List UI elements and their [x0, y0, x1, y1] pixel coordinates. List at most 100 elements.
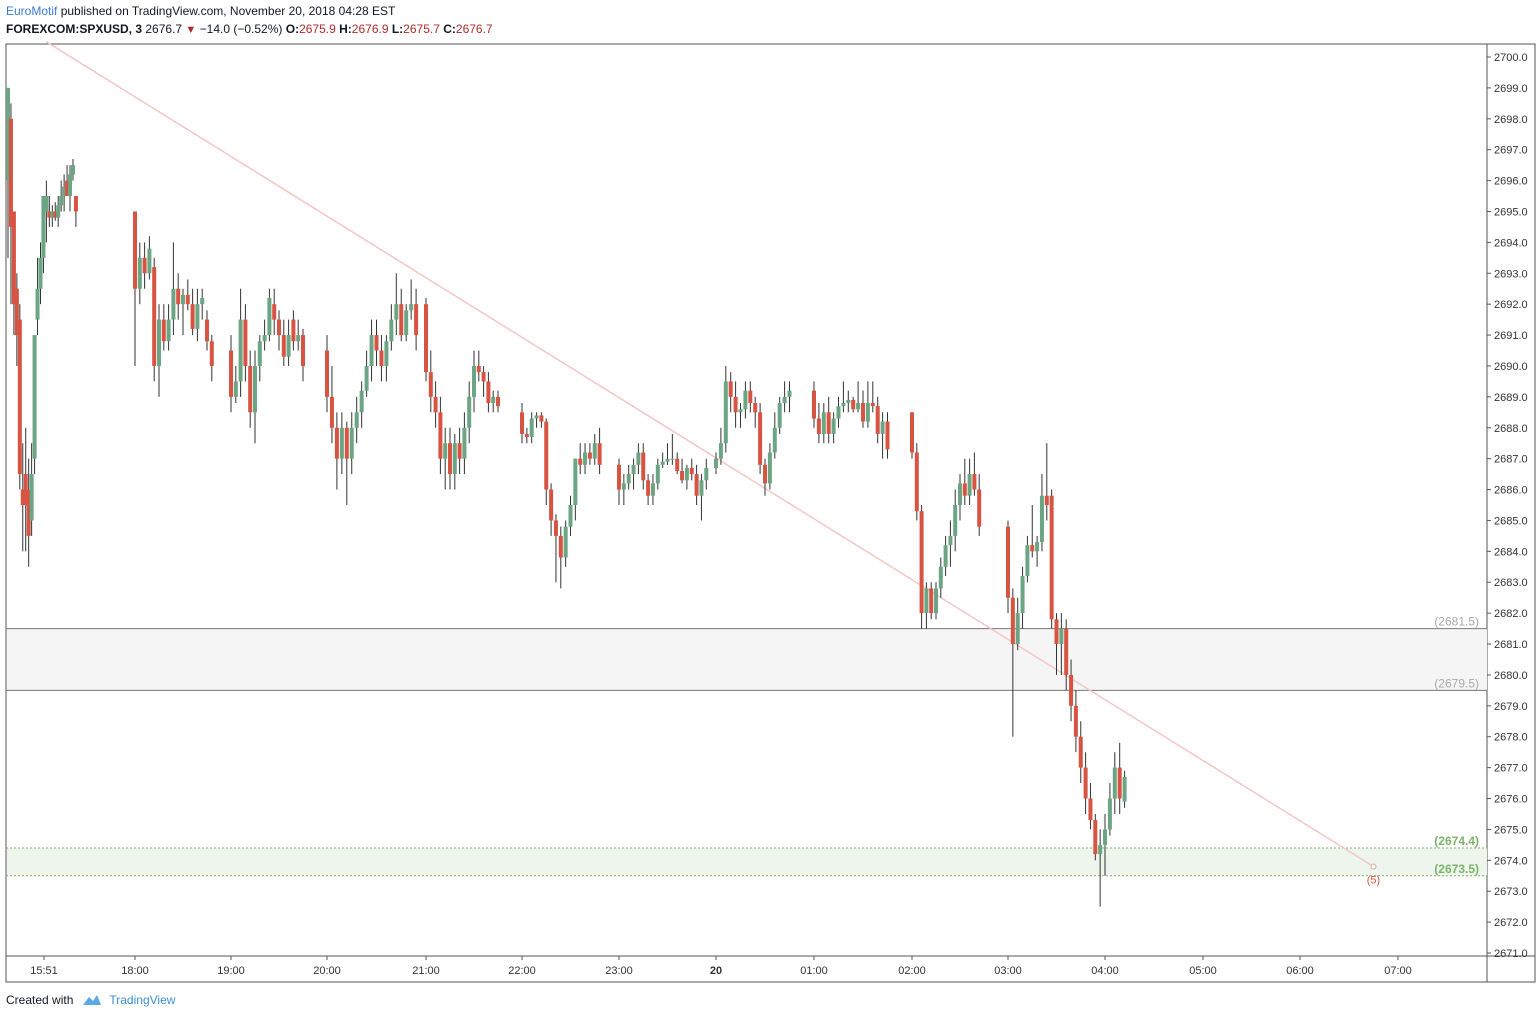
candle-body-173[interactable] — [972, 474, 977, 490]
candle-body-60[interactable] — [339, 427, 344, 459]
candle-body-112[interactable] — [631, 464, 636, 475]
candle-body-199[interactable] — [1122, 776, 1127, 802]
candle-body-156[interactable] — [870, 403, 875, 407]
candle-body-165[interactable] — [934, 588, 938, 614]
candle-body-40[interactable] — [209, 341, 214, 366]
candle-body-28[interactable] — [152, 267, 157, 366]
candle-body-97[interactable] — [544, 421, 549, 490]
candle-body-89[interactable] — [486, 381, 491, 404]
candle-body-86[interactable] — [472, 365, 476, 397]
candle-body-137[interactable] — [758, 412, 763, 465]
candle-body-138[interactable] — [763, 464, 767, 484]
candle-body-58[interactable] — [329, 396, 334, 428]
candle-body-23[interactable] — [73, 196, 78, 212]
candle-body-102[interactable] — [568, 505, 573, 527]
candle-body-73[interactable] — [404, 310, 409, 336]
candle-body-90[interactable] — [491, 396, 496, 404]
candle-body-194[interactable] — [1098, 844, 1103, 855]
candle-body-133[interactable] — [738, 409, 743, 413]
candle-body-134[interactable] — [743, 390, 748, 410]
candle-body-186[interactable] — [1059, 628, 1064, 645]
candle-body-176[interactable] — [1010, 597, 1015, 645]
candle-body-76[interactable] — [424, 304, 428, 373]
candle-body-77[interactable] — [428, 372, 433, 397]
candle-body-4[interactable] — [17, 319, 22, 475]
candle-body-59[interactable] — [334, 427, 339, 459]
candle-body-147[interactable] — [826, 412, 831, 434]
candle-body-180[interactable] — [1030, 545, 1035, 552]
candle-body-106[interactable] — [587, 452, 592, 459]
candle-body-163[interactable] — [924, 588, 929, 614]
candle-body-172[interactable] — [967, 474, 972, 496]
candle-body-104[interactable] — [578, 458, 583, 465]
candle-body-109[interactable] — [617, 464, 621, 490]
candle-body-148[interactable] — [831, 418, 836, 434]
candle-body-6[interactable] — [23, 474, 28, 505]
candle-body-183[interactable] — [1044, 495, 1049, 505]
candle-body-198[interactable] — [1117, 767, 1122, 799]
candle-body-42[interactable] — [233, 381, 238, 397]
candle-body-57[interactable] — [325, 350, 329, 397]
candle-body-167[interactable] — [943, 545, 948, 567]
candle-body-190[interactable] — [1078, 736, 1083, 768]
candle-body-80[interactable] — [443, 443, 448, 459]
candle-body-85[interactable] — [467, 396, 472, 428]
candle-body-8[interactable] — [29, 474, 34, 521]
candle-body-64[interactable] — [359, 390, 364, 413]
candle-body-136[interactable] — [753, 403, 758, 413]
candle-body-92[interactable] — [520, 412, 524, 434]
candle-body-145[interactable] — [816, 418, 821, 434]
candle-body-15[interactable] — [50, 211, 55, 218]
candle-body-153[interactable] — [856, 403, 861, 410]
candle-body-84[interactable] — [462, 427, 467, 459]
candle-body-45[interactable] — [248, 365, 253, 413]
candle-body-126[interactable] — [699, 480, 704, 496]
candle-body-141[interactable] — [777, 403, 782, 428]
candle-body-24[interactable] — [133, 211, 137, 289]
candle-body-70[interactable] — [389, 319, 394, 342]
candle-body-197[interactable] — [1112, 767, 1117, 799]
candle-body-47[interactable] — [257, 341, 262, 366]
candle-body-171[interactable] — [962, 483, 967, 496]
candle-body-122[interactable] — [680, 471, 685, 481]
candle-body-179[interactable] — [1025, 545, 1030, 577]
candle-body-43[interactable] — [238, 319, 243, 382]
candle-body-125[interactable] — [694, 474, 699, 496]
candle-body-35[interactable] — [185, 294, 190, 305]
candle-body-2[interactable] — [11, 211, 16, 305]
candle-body-9[interactable] — [32, 335, 37, 459]
candle-body-7[interactable] — [26, 489, 31, 536]
candle-body-195[interactable] — [1103, 829, 1107, 845]
candle-body-74[interactable] — [409, 304, 414, 311]
candle-body-19[interactable] — [62, 186, 67, 197]
candle-body-162[interactable] — [919, 511, 924, 614]
candle-body-29[interactable] — [157, 319, 161, 366]
candle-body-50[interactable] — [272, 304, 277, 320]
candle-body-178[interactable] — [1020, 576, 1025, 614]
candle-body-100[interactable] — [558, 535, 563, 558]
candle-body-129[interactable] — [718, 443, 723, 459]
candle-body-130[interactable] — [723, 381, 728, 444]
candle-body-131[interactable] — [728, 381, 733, 397]
candle-body-174[interactable] — [977, 489, 982, 527]
author-link[interactable]: EuroMotif — [6, 4, 58, 18]
candle-body-11[interactable] — [38, 257, 43, 289]
candle-body-120[interactable] — [670, 458, 675, 460]
candle-body-55[interactable] — [296, 335, 301, 342]
candle-body-0[interactable] — [6, 87, 10, 181]
candle-body-82[interactable] — [452, 443, 457, 475]
candle-body-132[interactable] — [733, 396, 738, 413]
candle-body-63[interactable] — [354, 412, 359, 428]
candle-body-20[interactable] — [65, 180, 70, 197]
candle-body-105[interactable] — [583, 452, 588, 465]
candle-body-188[interactable] — [1069, 674, 1074, 706]
candle-body-69[interactable] — [384, 341, 389, 366]
candle-body-196[interactable] — [1107, 798, 1112, 830]
candle-body-10[interactable] — [35, 288, 40, 320]
candle-body-33[interactable] — [176, 288, 181, 305]
candle-body-123[interactable] — [684, 467, 689, 481]
candle-body-71[interactable] — [394, 304, 399, 320]
candle-body-158[interactable] — [880, 421, 885, 434]
candle-body-88[interactable] — [481, 372, 486, 382]
candle-body-119[interactable] — [665, 458, 670, 462]
